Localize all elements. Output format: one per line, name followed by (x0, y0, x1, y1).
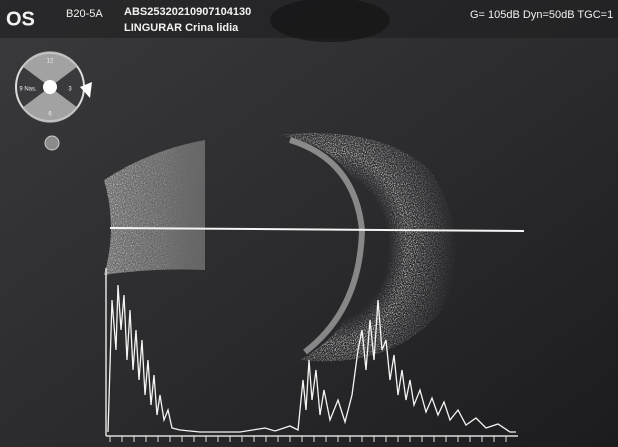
marker-button (45, 136, 59, 150)
dial-label: 12 (47, 59, 54, 65)
eye-label: OS (6, 8, 35, 30)
shadow (270, 0, 390, 42)
page: {"header": {"eye": "OS", "probe": "B20-5… (0, 0, 618, 447)
settings-label: G= 105dB Dyn=50dB TGC=1 (470, 9, 613, 21)
dial-label: 9 Nas. (19, 87, 37, 93)
dial-center (43, 80, 57, 94)
probe-label: B20-5A (66, 8, 103, 20)
patient-name: LINGURAR Crina lidia (124, 22, 239, 34)
background (0, 0, 618, 447)
exam-id: ABS25320210907104130 (124, 6, 251, 18)
ultrasound-screen: OS B20-5A ABS25320210907104130 LINGURAR … (0, 0, 618, 447)
